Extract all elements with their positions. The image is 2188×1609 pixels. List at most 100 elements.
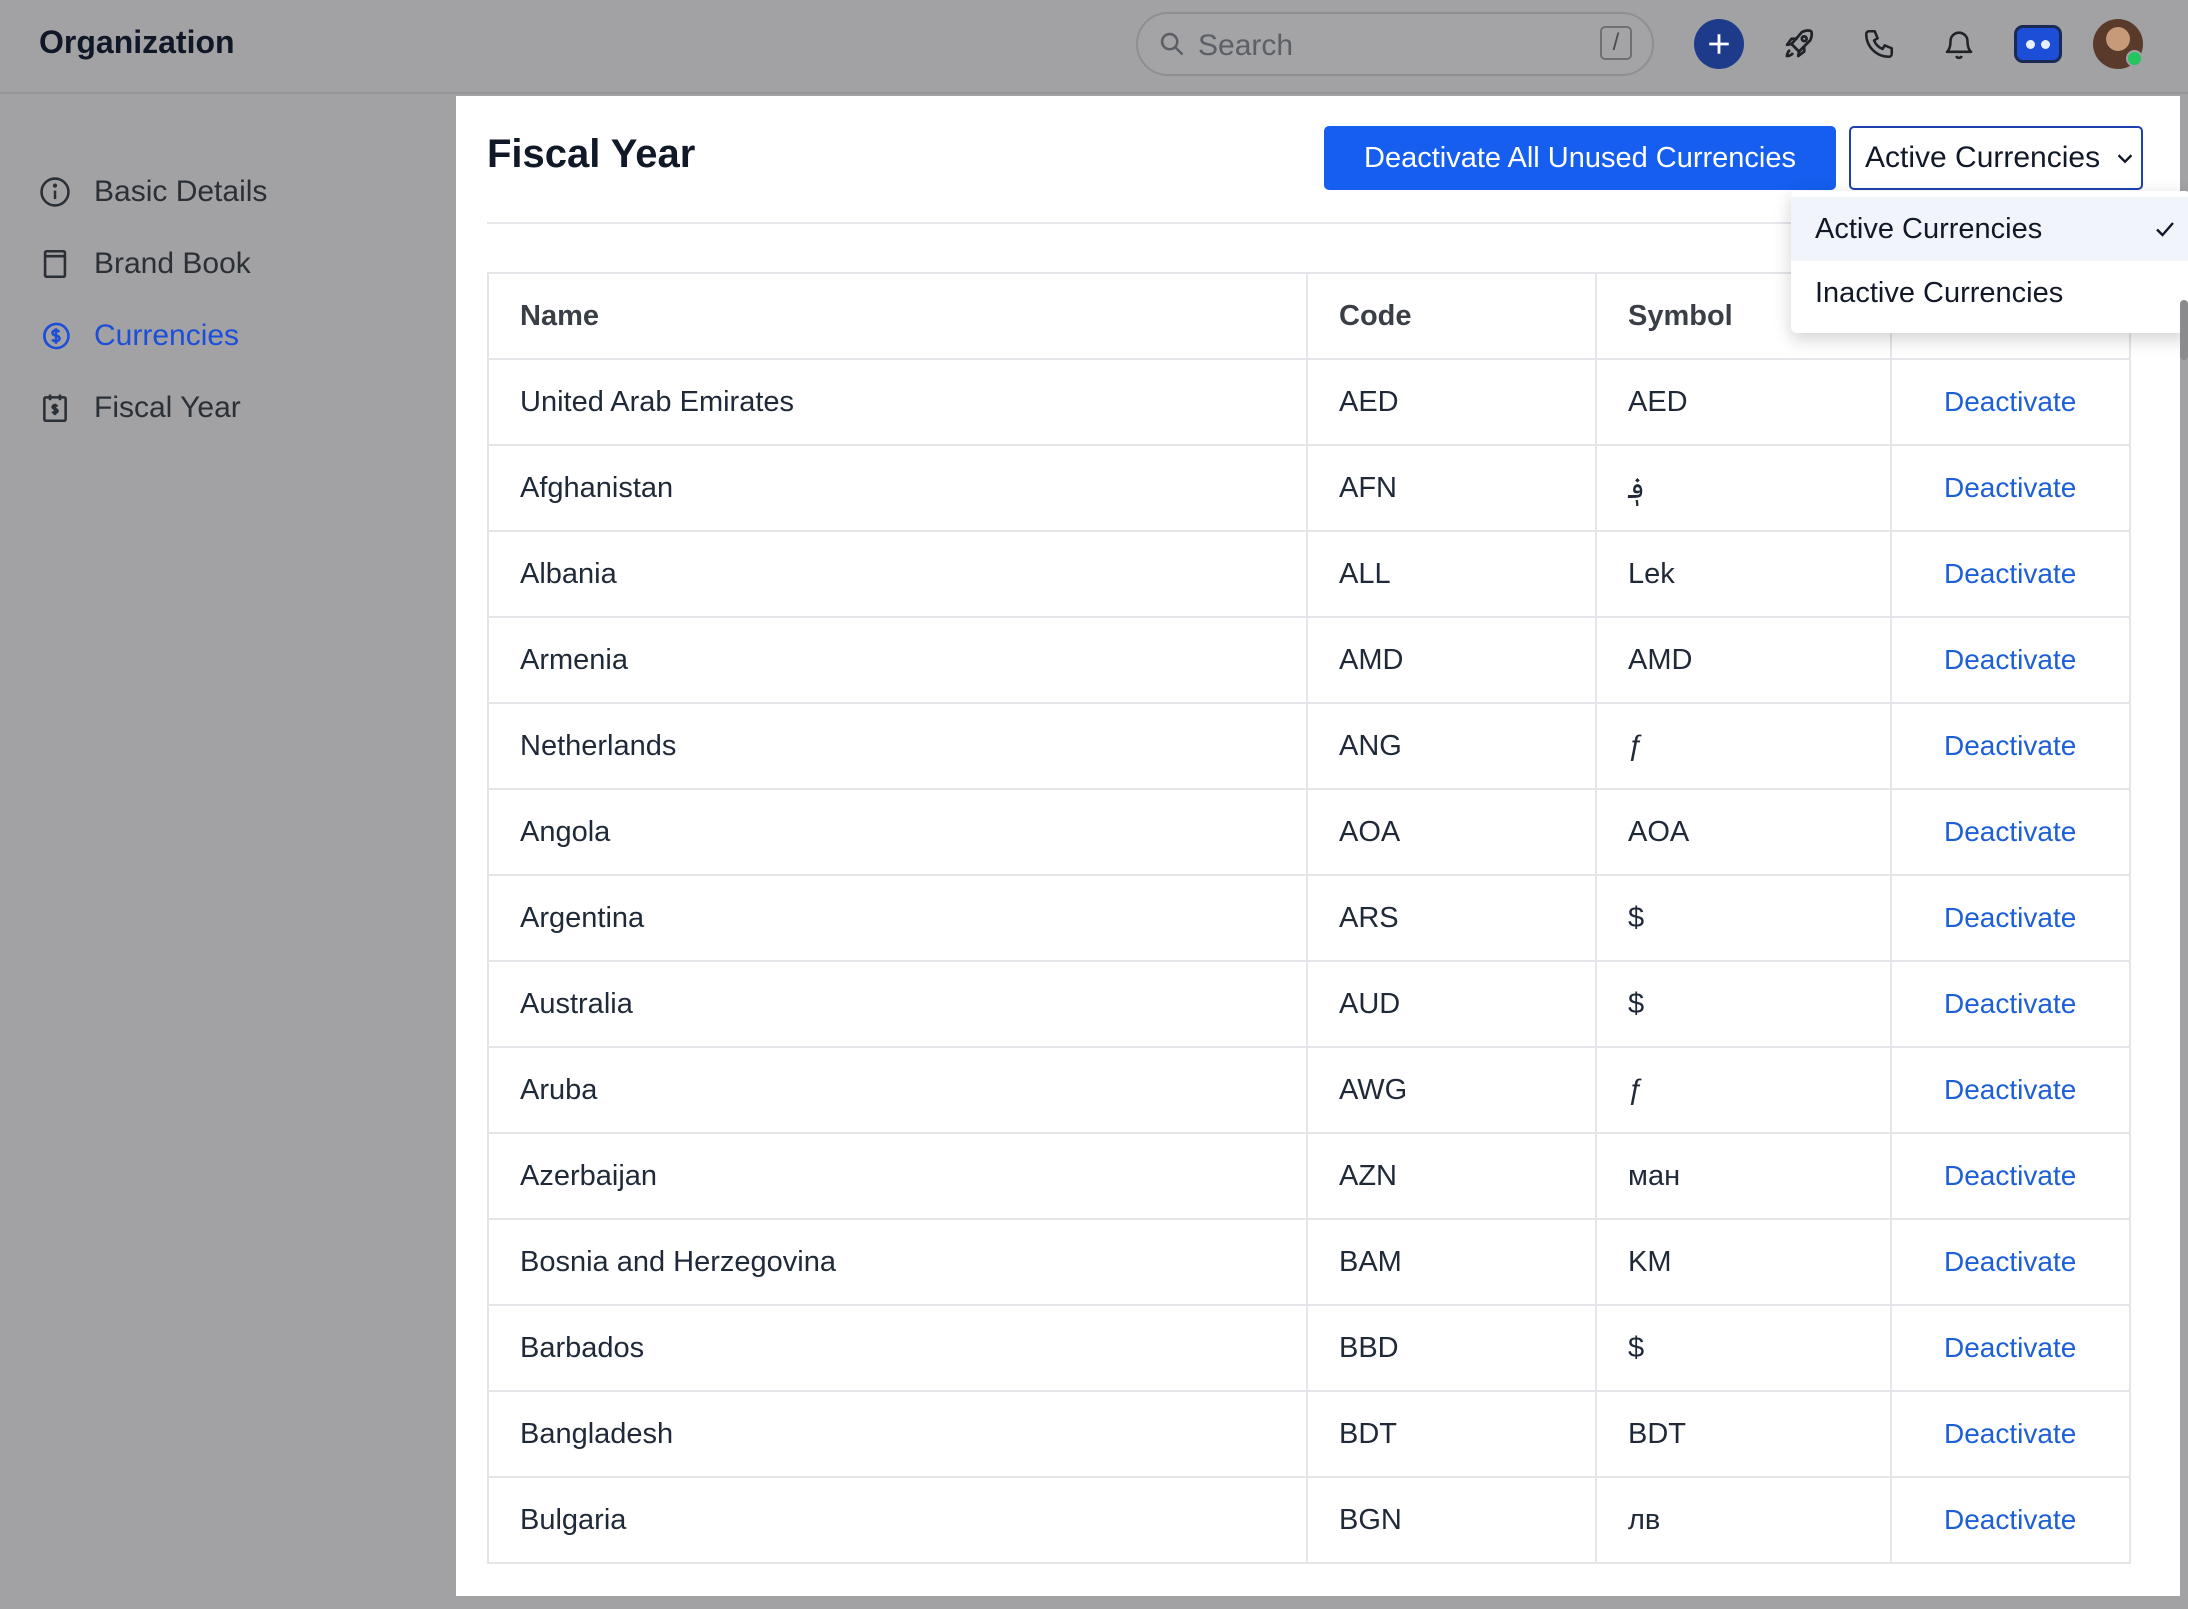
cell-symbol: ƒ <box>1595 702 1892 790</box>
cell-action: Deactivate <box>1890 616 2131 704</box>
cell-action: Deactivate <box>1890 874 2131 962</box>
cell-symbol: $ <box>1595 960 1892 1048</box>
main-panel: Fiscal Year Deactivate All Unused Curren… <box>456 96 2180 1596</box>
cell-name: Albania <box>487 530 1308 618</box>
search-input[interactable]: Search / <box>1136 12 1654 76</box>
deactivate-link[interactable]: Deactivate <box>1944 987 2077 1019</box>
table-row: Azerbaijan AZN ман Deactivate <box>487 1132 2131 1220</box>
deactivate-all-unused-button[interactable]: Deactivate All Unused Currencies <box>1324 126 1836 190</box>
sidebar-item-fiscal-year[interactable]: Fiscal Year <box>38 386 241 430</box>
deactivate-link[interactable]: Deactivate <box>1944 729 2077 761</box>
avatar <box>2093 19 2143 69</box>
search-placeholder: Search <box>1198 29 1294 62</box>
deactivate-link[interactable]: Deactivate <box>1944 471 2077 503</box>
cell-name: Angola <box>487 788 1308 876</box>
shortcut-key-badge: / <box>1600 26 1632 60</box>
table-row: Afghanistan AFN ؋ Deactivate <box>487 444 2131 532</box>
cell-symbol: AMD <box>1595 616 1892 704</box>
currency-icon <box>38 319 72 353</box>
notifications-button[interactable] <box>1933 18 1985 70</box>
search-icon <box>1160 32 1184 56</box>
cell-code: AOA <box>1306 788 1597 876</box>
cell-action: Deactivate <box>1890 1218 2131 1306</box>
cell-code: AED <box>1306 358 1597 446</box>
settings-sidebar: Basic Details Brand Book Currencies Fisc… <box>0 94 456 1609</box>
sidebar-item-label: Brand Book <box>94 247 251 280</box>
cell-code: AUD <box>1306 960 1597 1048</box>
cell-code: AWG <box>1306 1046 1597 1134</box>
book-icon <box>38 247 72 281</box>
table-row: Argentina ARS $ Deactivate <box>487 874 2131 962</box>
app-title: Organization <box>39 24 235 60</box>
menu-item-active-currencies[interactable]: Active Currencies <box>1791 197 2188 261</box>
bot-icon <box>2014 25 2062 63</box>
cell-code: ARS <box>1306 874 1597 962</box>
cell-symbol: Lek <box>1595 530 1892 618</box>
deactivate-link[interactable]: Deactivate <box>1944 643 2077 675</box>
cell-name: Bangladesh <box>487 1390 1308 1478</box>
deactivate-link[interactable]: Deactivate <box>1944 385 2077 417</box>
assistant-button[interactable] <box>2012 18 2064 70</box>
column-header-code: Code <box>1306 272 1597 360</box>
sidebar-item-basic-details[interactable]: Basic Details <box>38 170 267 214</box>
plus-icon <box>1709 34 1729 54</box>
cell-name: Bulgaria <box>487 1476 1308 1564</box>
deactivate-link[interactable]: Deactivate <box>1944 1245 2077 1277</box>
deactivate-link[interactable]: Deactivate <box>1944 901 2077 933</box>
cell-symbol: BDT <box>1595 1390 1892 1478</box>
user-avatar-button[interactable] <box>2092 18 2144 70</box>
cell-action: Deactivate <box>1890 1476 2131 1564</box>
cell-action: Deactivate <box>1890 1304 2131 1392</box>
cell-name: Barbados <box>487 1304 1308 1392</box>
cell-symbol: $ <box>1595 874 1892 962</box>
cell-action: Deactivate <box>1890 1132 2131 1220</box>
cell-symbol: ƒ <box>1595 1046 1892 1134</box>
sidebar-item-brand-book[interactable]: Brand Book <box>38 242 251 286</box>
table-row: Aruba AWG ƒ Deactivate <box>487 1046 2131 1134</box>
table-row: United Arab Emirates AED AED Deactivate <box>487 358 2131 446</box>
page-title: Fiscal Year <box>487 132 696 176</box>
cell-symbol: лв <box>1595 1476 1892 1564</box>
cell-code: BGN <box>1306 1476 1597 1564</box>
cell-symbol: AED <box>1595 358 1892 446</box>
create-button[interactable] <box>1693 18 1745 70</box>
rocket-icon <box>1785 29 1814 58</box>
menu-item-label: Inactive Currencies <box>1815 276 2064 309</box>
phone-icon <box>1864 29 1894 59</box>
cell-code: BAM <box>1306 1218 1597 1306</box>
table-row: Angola AOA AOA Deactivate <box>487 788 2131 876</box>
currencies-table: Name Code Symbol United Arab Emirates AED… <box>487 272 2131 1564</box>
cell-symbol: AOA <box>1595 788 1892 876</box>
deactivate-link[interactable]: Deactivate <box>1944 1503 2077 1535</box>
deactivate-link[interactable]: Deactivate <box>1944 1417 2077 1449</box>
header-divider <box>487 222 2143 224</box>
cell-action: Deactivate <box>1890 358 2131 446</box>
currency-filter-value: Active Currencies <box>1865 141 2101 174</box>
table-row: Australia AUD $ Deactivate <box>487 960 2131 1048</box>
cell-code: AZN <box>1306 1132 1597 1220</box>
cell-name: Netherlands <box>487 702 1308 790</box>
deactivate-link[interactable]: Deactivate <box>1944 1331 2077 1363</box>
deactivate-link[interactable]: Deactivate <box>1944 815 2077 847</box>
cell-code: ANG <box>1306 702 1597 790</box>
cell-symbol: ман <box>1595 1132 1892 1220</box>
table-row: Bosnia and Herzegovina BAM KM Deactivate <box>487 1218 2131 1306</box>
deactivate-link[interactable]: Deactivate <box>1944 1159 2077 1191</box>
cell-name: Aruba <box>487 1046 1308 1134</box>
chevron-down-icon <box>2117 154 2133 164</box>
cell-name: United Arab Emirates <box>487 358 1308 446</box>
sidebar-item-currencies[interactable]: Currencies <box>38 314 239 358</box>
deactivate-link[interactable]: Deactivate <box>1944 1073 2077 1105</box>
sidebar-item-label: Basic Details <box>94 175 268 208</box>
currency-filter-menu: Active Currencies Inactive Currencies <box>1791 191 2188 333</box>
deactivate-link[interactable]: Deactivate <box>1944 557 2077 589</box>
menu-item-inactive-currencies[interactable]: Inactive Currencies <box>1791 261 2188 325</box>
phone-button[interactable] <box>1853 18 1905 70</box>
cell-action: Deactivate <box>1890 1046 2131 1134</box>
scrollbar[interactable] <box>2180 300 2188 360</box>
table-row: Bulgaria BGN лв Deactivate <box>487 1476 2131 1564</box>
launchpad-button[interactable] <box>1773 18 1825 70</box>
cell-action: Deactivate <box>1890 702 2131 790</box>
menu-item-label: Active Currencies <box>1815 212 2043 245</box>
currency-filter-select[interactable]: Active Currencies <box>1849 126 2143 190</box>
